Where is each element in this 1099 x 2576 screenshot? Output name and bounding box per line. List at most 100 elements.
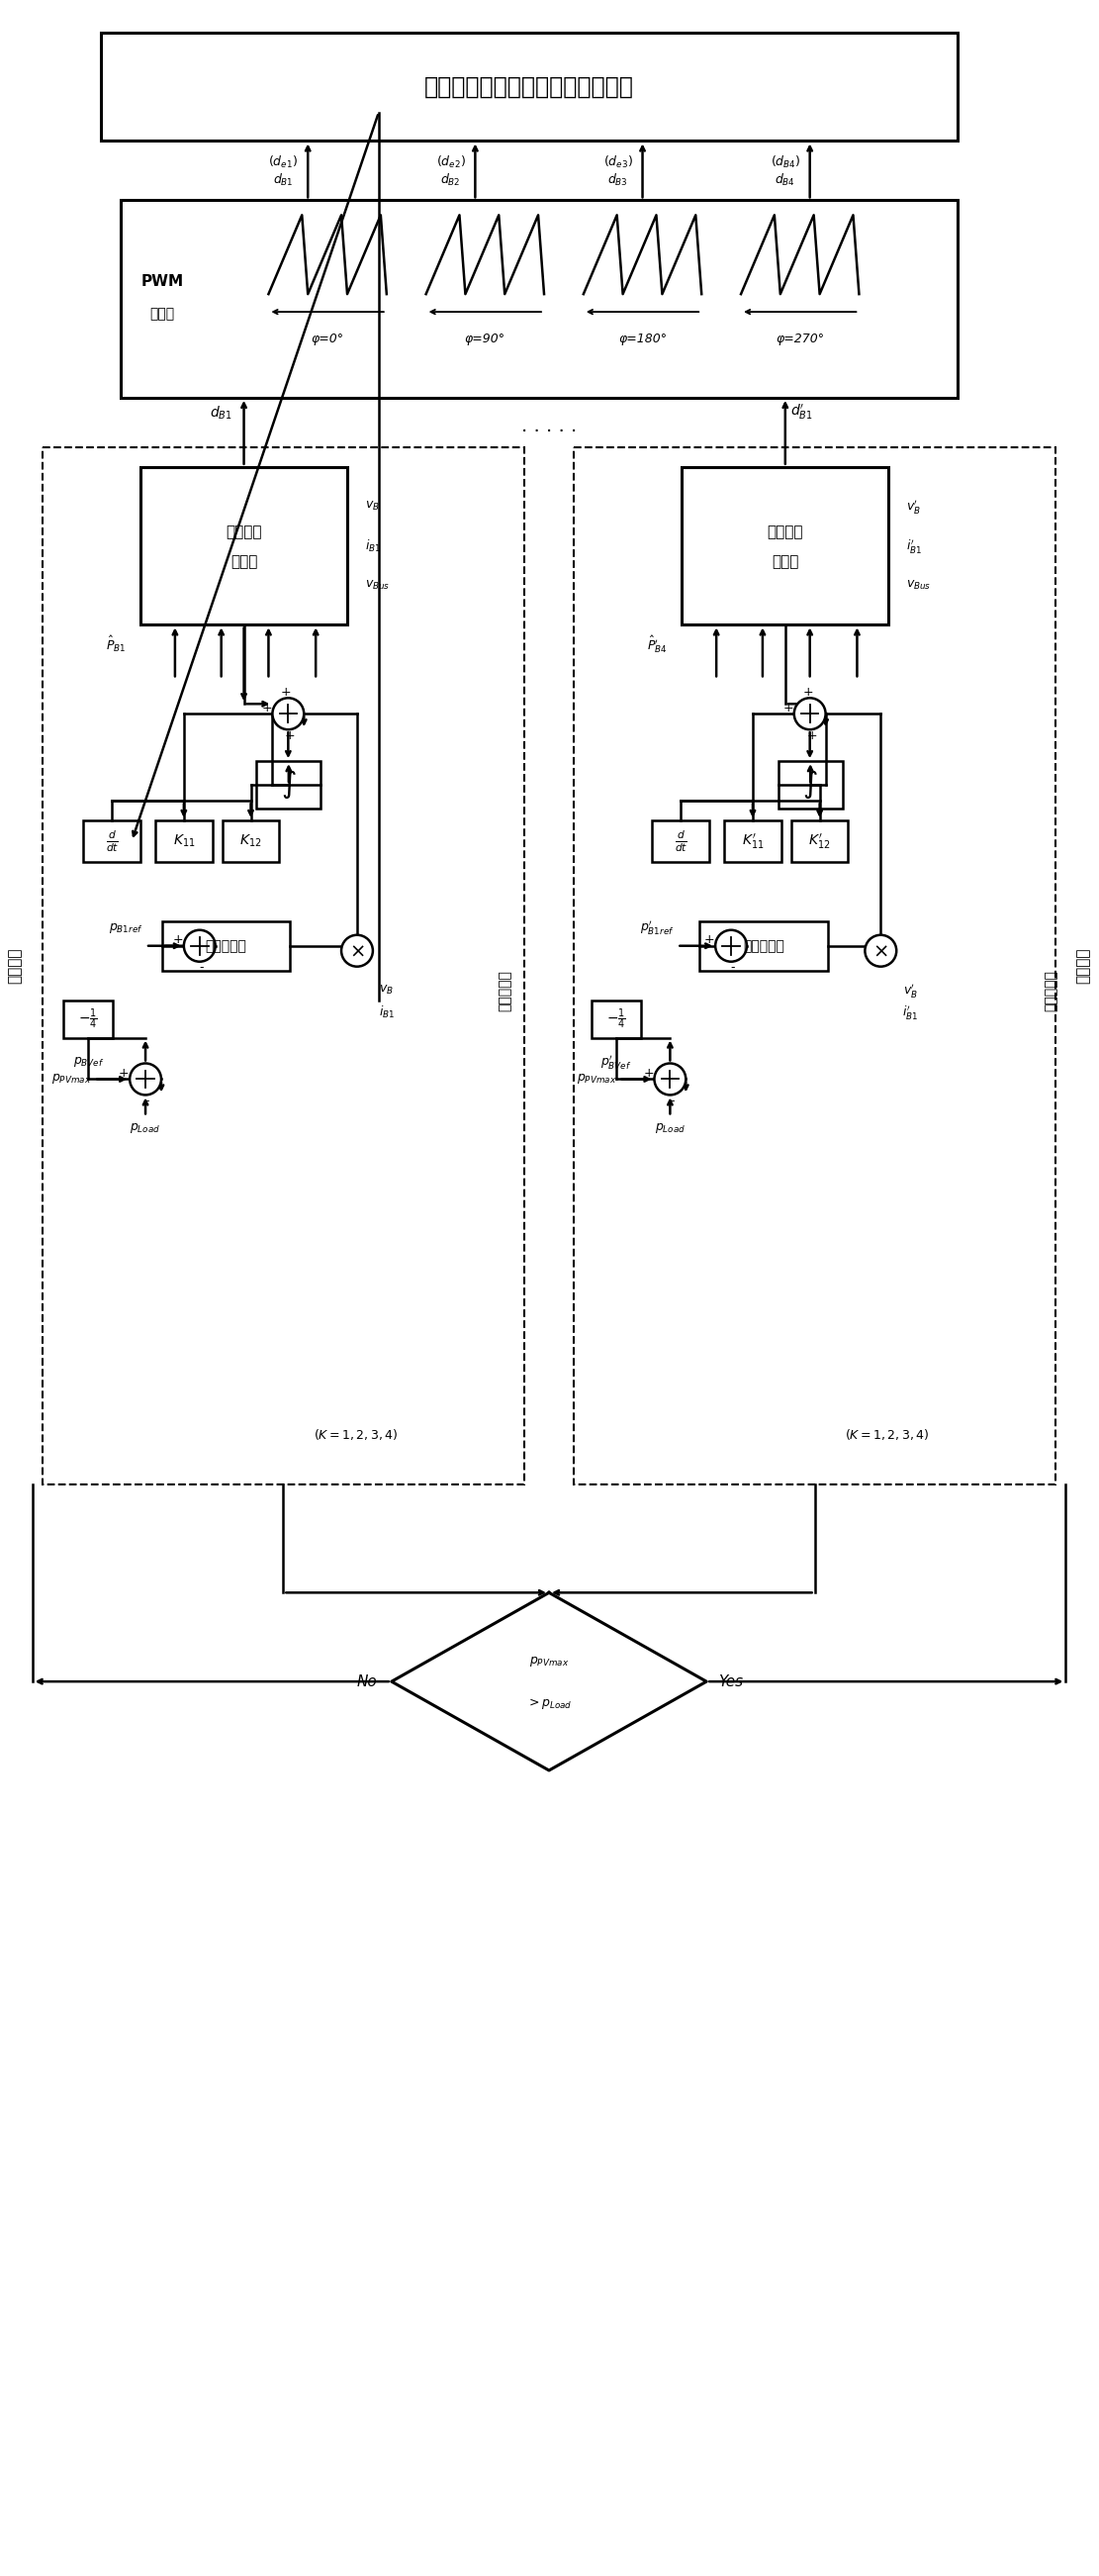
Text: $v_B'$: $v_B'$ (903, 981, 918, 999)
Text: $\int$: $\int$ (281, 768, 297, 801)
Bar (155, 819, 212, 863)
Text: $d_{B1}$: $d_{B1}$ (273, 173, 293, 188)
Text: $p_{B1ref}$: $p_{B1ref}$ (109, 922, 143, 935)
Text: $\hat{P}_{B1}$: $\hat{P}_{B1}$ (106, 634, 126, 654)
Bar (84, 819, 141, 863)
Text: $(d_{B4})$: $(d_{B4})$ (770, 155, 800, 170)
Text: +: + (285, 729, 296, 742)
Text: $>p_{Load}$: $>p_{Load}$ (526, 1695, 571, 1710)
Text: $-\frac{1}{4}$: $-\frac{1}{4}$ (79, 1007, 98, 1030)
Circle shape (865, 935, 897, 966)
Text: 放电模式: 放电模式 (7, 948, 22, 984)
Bar (574, 448, 1056, 1484)
Text: +: + (704, 933, 714, 945)
Text: $K_{11}$: $K_{11}$ (173, 832, 195, 850)
Text: $i_{B1}'$: $i_{B1}'$ (902, 1002, 919, 1020)
Bar (653, 819, 710, 863)
Text: $v_{Bus}$: $v_{Bus}$ (365, 580, 390, 592)
Bar (681, 466, 889, 626)
Text: $(K=1, 2, 3, 4)$: $(K=1, 2, 3, 4)$ (845, 1427, 930, 1443)
Text: $K_{12}$: $K_{12}$ (240, 832, 262, 850)
Text: +: + (643, 1066, 654, 1079)
Text: +: + (281, 685, 291, 698)
Circle shape (342, 935, 373, 966)
Circle shape (795, 698, 825, 729)
Text: +: + (262, 701, 271, 714)
Text: $(K=1, 2, 3, 4)$: $(K=1, 2, 3, 4)$ (313, 1427, 398, 1443)
Text: 一阶滤波器: 一阶滤波器 (206, 938, 247, 953)
Text: $d_{B2}$: $d_{B2}$ (441, 173, 460, 188)
Text: $p_{PVmax}$: $p_{PVmax}$ (52, 1072, 91, 1087)
Text: $p_{PVmax}$: $p_{PVmax}$ (576, 1072, 617, 1087)
Text: $i_{B1}'$: $i_{B1}'$ (907, 536, 922, 554)
Text: 发生器: 发生器 (149, 307, 175, 322)
Text: 非线性平: 非线性平 (225, 526, 262, 538)
Text: $v_B$: $v_B$ (379, 984, 393, 997)
Text: 一阶滤波器: 一阶滤波器 (743, 938, 785, 953)
Text: φ=270°: φ=270° (776, 332, 824, 345)
Text: · · · · ·: · · · · · (521, 422, 577, 440)
Text: $p_{B1ref}'$: $p_{B1ref}'$ (640, 920, 675, 938)
Text: $(d_{e1})$: $(d_{e1})$ (268, 155, 298, 170)
Text: +: + (119, 1066, 129, 1079)
Bar (64, 999, 113, 1038)
Circle shape (715, 930, 747, 961)
Text: PWM: PWM (141, 273, 184, 289)
Text: -: - (669, 1095, 675, 1108)
Text: $d_{B1}$: $d_{B1}$ (210, 404, 233, 422)
Text: $\times$: $\times$ (349, 940, 365, 961)
Text: 衡系统: 衡系统 (231, 554, 257, 569)
Text: 衡系统: 衡系统 (771, 554, 799, 569)
Bar (591, 999, 641, 1038)
Text: $(d_{e2})$: $(d_{e2})$ (436, 155, 465, 170)
Circle shape (130, 1064, 162, 1095)
Text: $d_{B4}$: $d_{B4}$ (775, 173, 796, 188)
Text: -: - (145, 1095, 149, 1108)
Text: +: + (173, 933, 184, 945)
Bar (791, 819, 848, 863)
Text: $v_B'$: $v_B'$ (907, 497, 921, 515)
Text: $d_{B1}'$: $d_{B1}'$ (790, 402, 813, 422)
Bar (121, 201, 957, 397)
Circle shape (273, 698, 304, 729)
Text: $v_{Bus}$: $v_{Bus}$ (907, 580, 931, 592)
Text: $d_{B3}$: $d_{B3}$ (608, 173, 629, 188)
Text: $i_{B1}$: $i_{B1}$ (378, 1005, 395, 1020)
Bar (42, 448, 524, 1484)
Text: $K_{12}'$: $K_{12}'$ (809, 832, 831, 850)
Bar (163, 922, 290, 971)
Bar (222, 819, 279, 863)
Text: -: - (731, 961, 735, 974)
Bar (101, 33, 957, 142)
Text: $p_{PVmax}$: $p_{PVmax}$ (529, 1654, 569, 1669)
Text: $(d_{e3})$: $(d_{e3})$ (603, 155, 633, 170)
Text: 集成光储直流母线电压及回馈装置: 集成光储直流母线电压及回馈装置 (424, 75, 634, 98)
Text: +: + (802, 685, 813, 698)
Text: -: - (199, 961, 203, 974)
Text: φ=90°: φ=90° (465, 332, 506, 345)
Text: Yes: Yes (719, 1674, 744, 1690)
Text: +: + (782, 701, 793, 714)
Text: $p_{BVef}$: $p_{BVef}$ (73, 1056, 104, 1069)
Text: $p_{Load}$: $p_{Load}$ (130, 1121, 160, 1136)
Text: φ=180°: φ=180° (619, 332, 667, 345)
Text: $\frac{d}{dt}$: $\frac{d}{dt}$ (106, 829, 119, 853)
Bar (778, 760, 842, 809)
Bar (141, 466, 347, 626)
Text: No: No (357, 1674, 377, 1690)
Text: $\hat{P}_{B4}'$: $\hat{P}_{B4}'$ (647, 634, 667, 654)
Bar (700, 922, 828, 971)
Circle shape (184, 930, 215, 961)
Text: $p_{Load}$: $p_{Load}$ (655, 1121, 686, 1136)
Text: $p_{BVef}'$: $p_{BVef}'$ (600, 1054, 632, 1072)
Text: $-\frac{1}{4}$: $-\frac{1}{4}$ (607, 1007, 625, 1030)
Text: 反馈控制律: 反馈控制律 (1044, 969, 1058, 1010)
Text: +: + (807, 729, 817, 742)
Circle shape (654, 1064, 686, 1095)
Text: $\int$: $\int$ (802, 768, 818, 801)
Text: $\times$: $\times$ (873, 940, 888, 961)
Text: 充电模式: 充电模式 (1076, 948, 1091, 984)
Text: $\frac{d}{dt}$: $\frac{d}{dt}$ (675, 829, 688, 853)
Text: $i_{B1}$: $i_{B1}$ (365, 538, 381, 554)
Bar (724, 819, 781, 863)
